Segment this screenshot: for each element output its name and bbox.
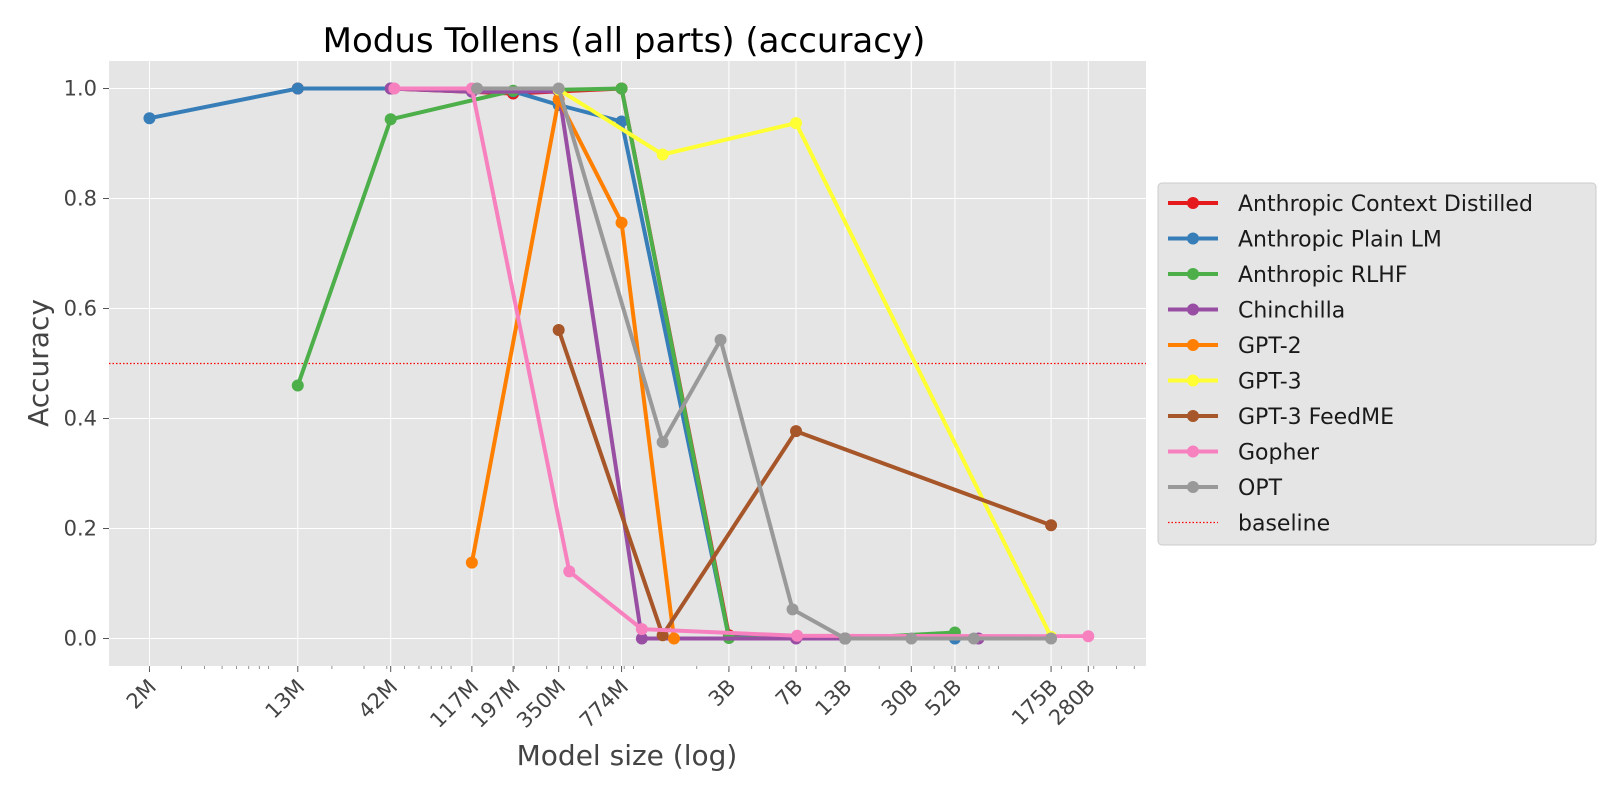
data-point xyxy=(615,82,628,95)
chart-title: Modus Tollens (all parts) (accuracy) xyxy=(323,21,926,61)
data-point xyxy=(791,629,804,642)
data-point xyxy=(552,82,565,95)
x-tick-label: 13B xyxy=(811,675,857,721)
y-tick-label: 0.6 xyxy=(64,297,97,321)
data-point xyxy=(667,632,680,645)
x-tick-label: 197M xyxy=(467,675,525,733)
data-point xyxy=(839,632,852,645)
data-point xyxy=(656,629,669,642)
x-tick-label: 3B xyxy=(704,675,741,712)
series-gpt-3-feedme xyxy=(552,323,1058,642)
series-line xyxy=(557,87,1053,638)
data-point xyxy=(471,82,484,95)
data-point xyxy=(384,113,397,126)
data-point xyxy=(905,632,918,645)
data-point xyxy=(635,623,648,636)
y-axis-label: Accuracy xyxy=(22,299,55,427)
data-point xyxy=(143,112,156,125)
data-point xyxy=(552,323,565,336)
data-point xyxy=(635,632,648,645)
legend-label: GPT-3 xyxy=(1238,370,1302,395)
x-tick-label: 42M xyxy=(354,675,403,724)
legend-label: GPT-3 FeedME xyxy=(1238,405,1394,430)
legend-marker xyxy=(1187,445,1199,458)
series-line xyxy=(556,329,1052,638)
legend-marker xyxy=(1187,268,1199,280)
x-tick-label: 13M xyxy=(261,675,310,724)
data-point xyxy=(615,115,628,128)
y-tick-label: 1.0 xyxy=(64,77,97,101)
data-point xyxy=(786,603,799,616)
x-axis-label: Model size (log) xyxy=(517,739,738,772)
data-point xyxy=(388,82,401,95)
legend-label: baseline xyxy=(1238,512,1330,537)
legend-label: Anthropic RLHF xyxy=(1238,263,1408,288)
series-gpt-2 xyxy=(465,93,680,645)
data-point xyxy=(291,379,304,392)
data-point xyxy=(615,216,628,229)
data-point xyxy=(563,565,576,578)
legend-marker xyxy=(1187,374,1199,387)
data-point xyxy=(291,82,304,95)
data-point xyxy=(967,632,980,645)
legend-marker xyxy=(1187,303,1199,316)
y-tick-label: 0.8 xyxy=(64,187,97,211)
legend-marker xyxy=(1187,481,1199,493)
x-tick-label: 2M xyxy=(122,675,161,714)
legend-marker xyxy=(1187,410,1199,422)
y-tick-label: 0.4 xyxy=(64,407,97,431)
series-line xyxy=(469,97,676,639)
series-layer xyxy=(143,82,1095,645)
data-point xyxy=(465,556,478,569)
y-tick-label: 0.2 xyxy=(64,517,97,541)
data-point xyxy=(1082,630,1095,643)
x-tick-label: 7B xyxy=(771,675,808,712)
legend-label: Anthropic Context Distilled xyxy=(1238,192,1533,217)
data-point xyxy=(1045,519,1058,532)
y-tick-label: 0.0 xyxy=(64,627,97,651)
y-axis-ticks: 0.0 0.2 0.4 0.6 0.8 1.0 xyxy=(64,77,109,651)
legend: Anthropic Context Distilled Anthropic Pla… xyxy=(1157,182,1597,546)
data-point xyxy=(714,333,727,346)
legend-label: Anthropic Plain LM xyxy=(1238,228,1442,253)
legend-marker xyxy=(1187,339,1199,351)
data-point xyxy=(1045,632,1058,645)
legend-label: Gopher xyxy=(1238,441,1320,466)
x-tick-label: 350M xyxy=(512,675,570,733)
x-tick-label: 52B xyxy=(920,675,966,721)
x-tick-label: 774M xyxy=(575,675,633,733)
data-point xyxy=(790,425,803,438)
series-opt xyxy=(471,82,1058,645)
legend-label: Chinchilla xyxy=(1238,299,1345,324)
legend-label: OPT xyxy=(1238,476,1283,501)
legend-marker xyxy=(1187,232,1199,245)
data-point xyxy=(656,436,669,449)
legend-marker xyxy=(1187,197,1199,209)
data-point xyxy=(790,117,803,130)
x-tick-label: 30B xyxy=(877,675,923,721)
data-point xyxy=(656,148,669,161)
legend-box xyxy=(1157,182,1597,546)
legend-label: GPT-2 xyxy=(1238,334,1302,359)
